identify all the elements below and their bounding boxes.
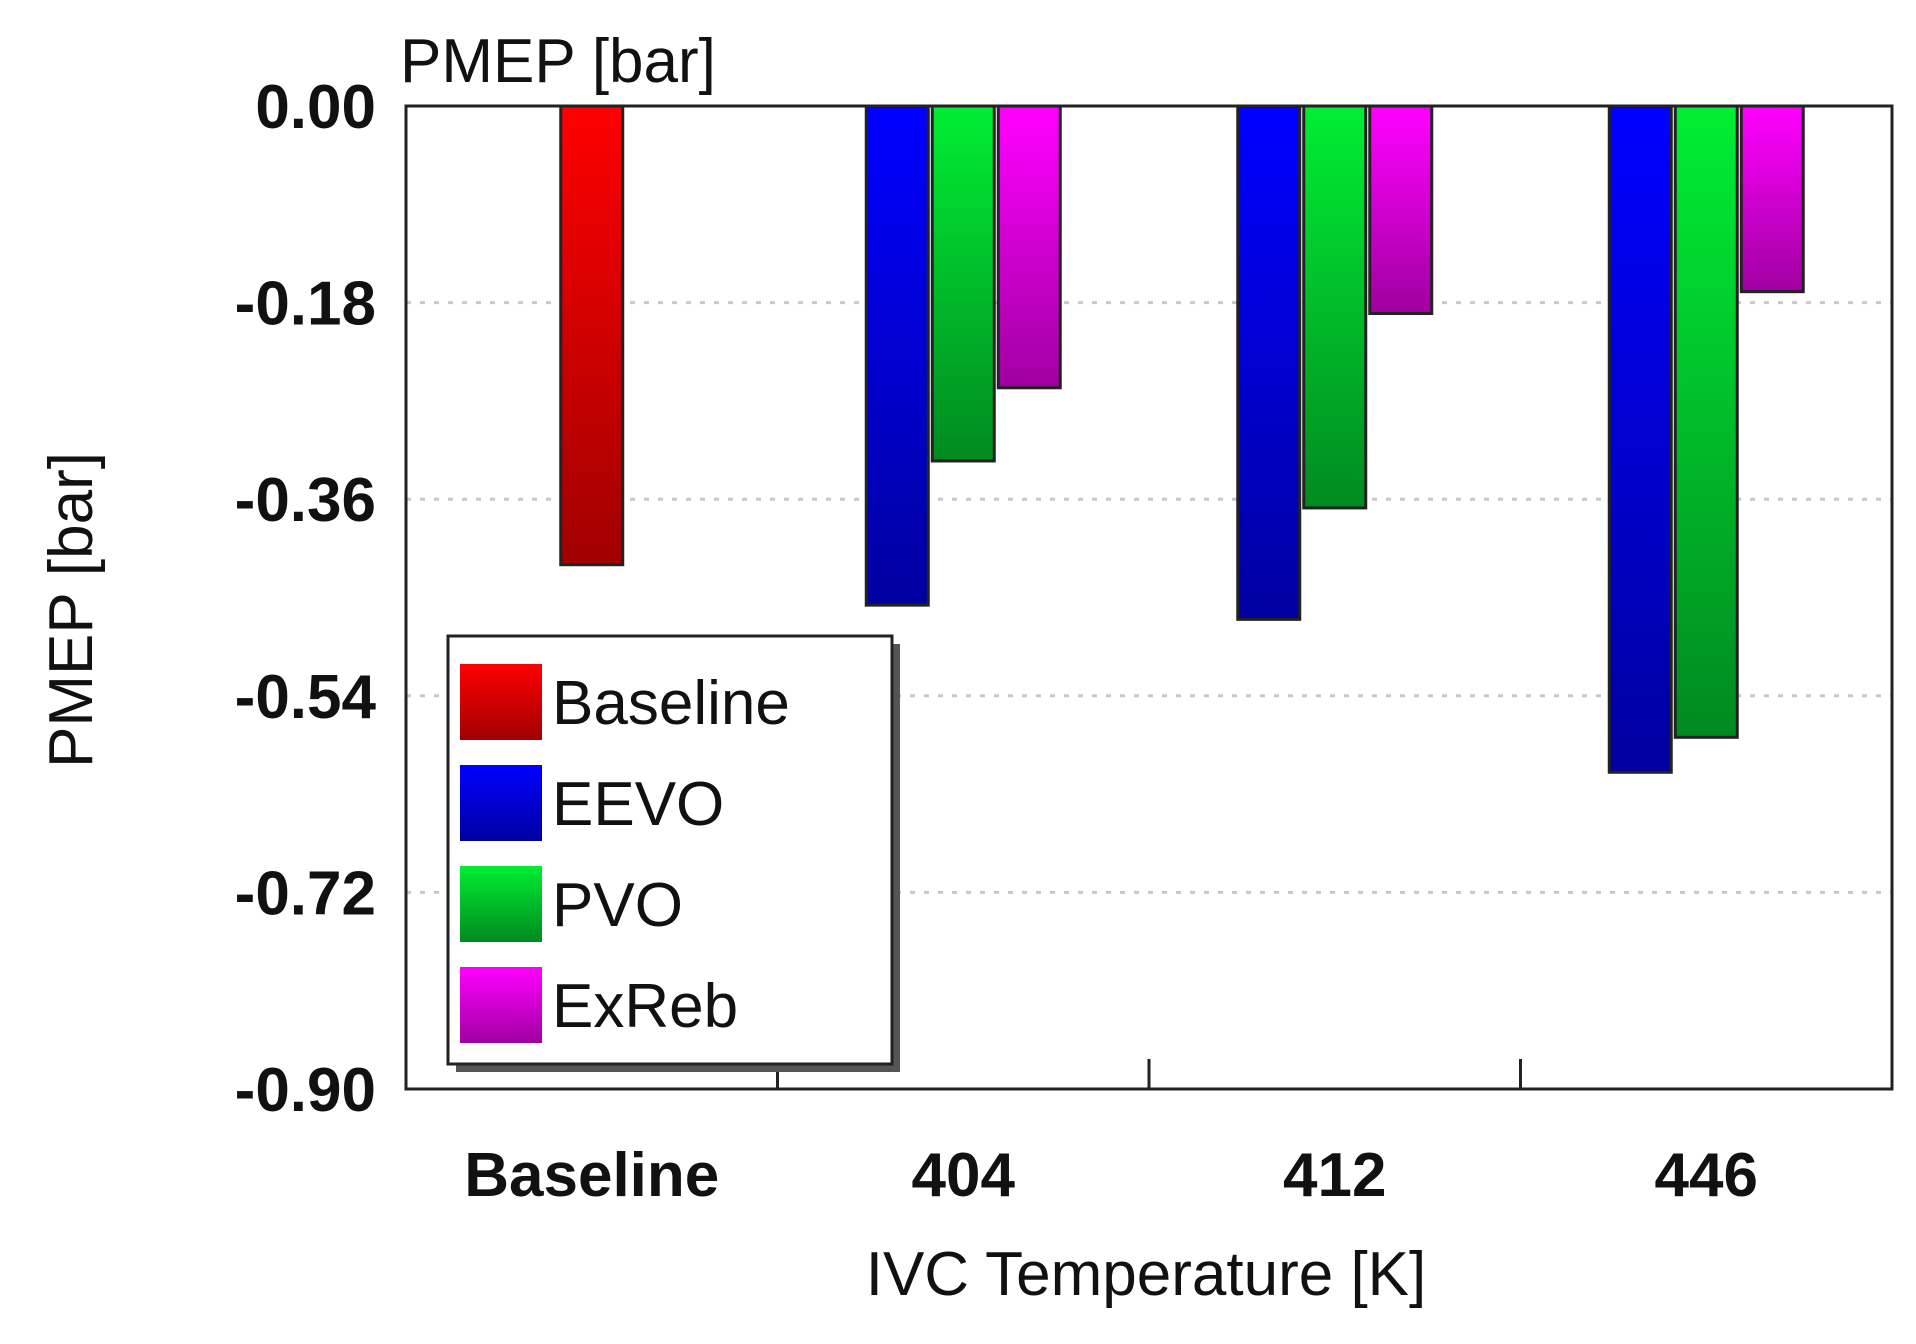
y-axis-title: PMEP [bar]: [37, 452, 106, 768]
bar-eevo-404: [864, 104, 930, 607]
bar-eevo-412: [1236, 104, 1302, 621]
y-tick-label: -0.90: [235, 1056, 376, 1125]
legend-label-exreb: ExReb: [552, 972, 738, 1041]
bar-exreb-404: [996, 104, 1062, 390]
legend-swatch-baseline: [460, 664, 542, 740]
legend-label-baseline: Baseline: [552, 669, 790, 738]
legend-label-eevo: EEVO: [552, 770, 724, 839]
legend-swatch-eevo: [460, 765, 542, 841]
chart-title: PMEP [bar]: [400, 27, 716, 96]
y-tick-label: -0.36: [235, 466, 376, 535]
legend-swatch-exreb: [460, 967, 542, 1043]
bar-pvo-404: [930, 104, 996, 463]
legend-swatch-pvo: [460, 866, 542, 942]
y-tick-label: -0.18: [235, 270, 376, 339]
bar-pvo-412: [1302, 104, 1368, 510]
bar-baseline-baseline: [559, 104, 625, 567]
x-tick-label: 404: [912, 1141, 1016, 1210]
x-tick-label: Baseline: [464, 1141, 719, 1210]
bar-pvo-446: [1673, 104, 1739, 739]
legend-label-pvo: PVO: [552, 871, 683, 940]
x-tick-label: 446: [1655, 1141, 1758, 1210]
bar-exreb-446: [1739, 104, 1805, 294]
bar-exreb-412: [1368, 104, 1434, 316]
y-tick-label: -0.54: [235, 663, 377, 732]
bar-eevo-446: [1607, 104, 1673, 774]
legend: Baseline EEVO PVO ExReb: [446, 634, 900, 1072]
x-axis-title: IVC Temperature [K]: [866, 1240, 1427, 1309]
y-tick-label: -0.72: [235, 859, 376, 928]
y-tick-label: 0.00: [255, 73, 376, 142]
x-tick-label: 412: [1283, 1141, 1386, 1210]
